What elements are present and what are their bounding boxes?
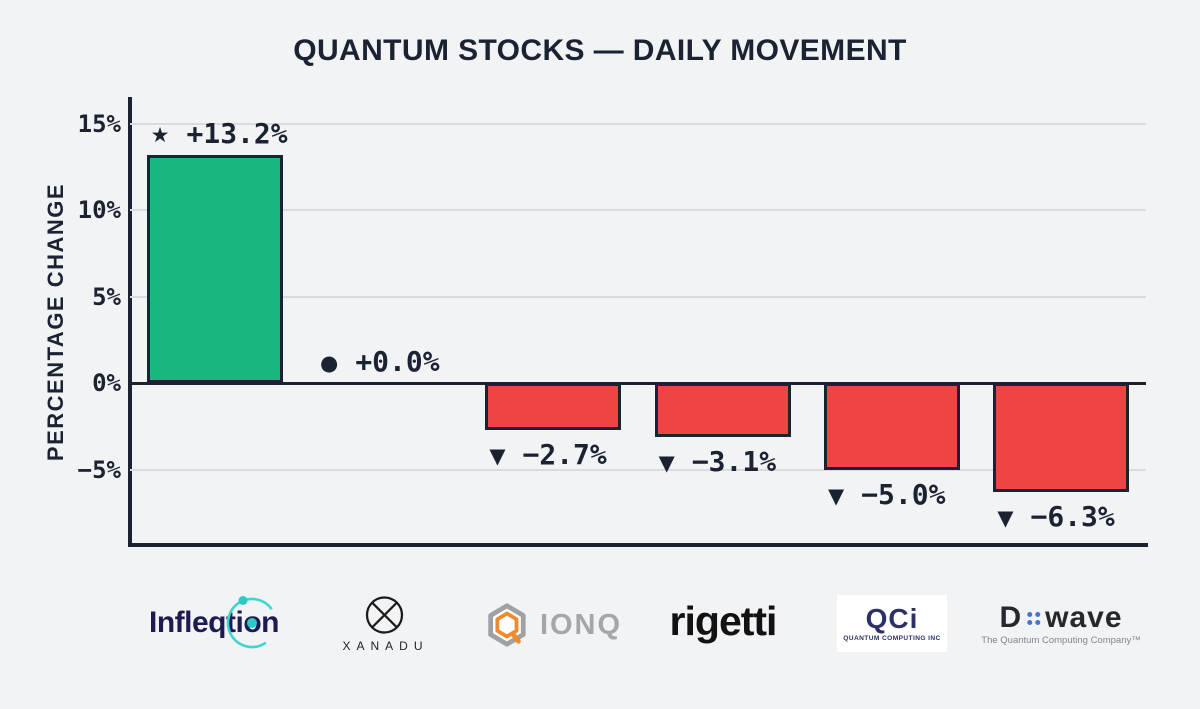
value-text: −6.3% xyxy=(1030,499,1115,533)
y-tick-10pct: 10% xyxy=(77,196,121,224)
dot-icon: ● xyxy=(320,351,339,375)
y-tick-15pct: 15% xyxy=(77,109,121,138)
ionq-hexagon-icon xyxy=(488,603,526,647)
bar-qci xyxy=(824,383,960,470)
gridline-5pct xyxy=(130,295,1146,298)
infleqtion-text-1: Infleqti xyxy=(149,606,244,639)
bar-infleqtion xyxy=(146,154,283,383)
infleqtion-o: o xyxy=(227,596,278,649)
rigetti-logo: rigetti xyxy=(669,598,778,645)
qci-wordmark: QCi xyxy=(865,603,919,634)
value-text: +0.0% xyxy=(355,345,440,378)
bar-d-wave xyxy=(993,383,1130,492)
value-label-qci: ▼ −5.0% xyxy=(828,478,945,512)
infleqtion-text-3: n xyxy=(261,606,279,639)
gridline--5pct xyxy=(130,468,1146,471)
triangle-down-icon: ▼ xyxy=(997,505,1014,530)
y-tick-0pct: 0% xyxy=(92,369,121,397)
value-label-rigetti: ▼ −3.1% xyxy=(659,445,776,479)
triangle-down-icon: ▼ xyxy=(489,443,506,468)
dwave-text-wave: wave xyxy=(1045,601,1123,634)
rigetti-wordmark: rigetti xyxy=(669,598,778,644)
value-label-ionq: ▼ −2.7% xyxy=(489,438,606,472)
value-text: −3.1% xyxy=(691,444,777,478)
chart-title: QUANTUM STOCKS — DAILY MOVEMENT xyxy=(293,34,907,67)
value-text: −5.0% xyxy=(861,477,946,511)
infleqtion-wordmark: Infleqtio n xyxy=(149,596,279,649)
dwave-tagline: The Quantum Computing Company™ xyxy=(981,635,1141,646)
ionq-wordmark: IONQ xyxy=(539,608,623,641)
triangle-down-icon: ▼ xyxy=(828,483,845,508)
dwave-wordmark: D wave xyxy=(999,603,1122,633)
qci-logo: QCi QUANTUM COMPUTING INC xyxy=(837,595,947,652)
value-text: −2.7% xyxy=(522,437,607,471)
value-label-infleqtion: ★ +13.2% xyxy=(151,117,288,151)
value-label-d-wave: ▼ −6.3% xyxy=(997,500,1114,534)
xanadu-wordmark: XANADU xyxy=(342,639,429,653)
y-tick-5pct: 5% xyxy=(92,282,121,311)
dwave-logo: D wave The Quantum Computing Company™ xyxy=(981,603,1141,647)
xanadu-circle-x-icon xyxy=(365,596,403,634)
infleqtion-text-2: o xyxy=(243,606,262,639)
ionq-logo: IONQ xyxy=(484,602,622,648)
gridline-10pct xyxy=(130,209,1146,211)
y-axis-line xyxy=(128,97,132,547)
value-text: +13.2% xyxy=(186,116,288,150)
dwave-dots-icon xyxy=(1027,611,1041,625)
infleqtion-logo: Infleqtio n xyxy=(149,596,279,649)
bar-rigetti xyxy=(654,383,791,437)
star-icon: ★ xyxy=(150,122,170,147)
dwave-text-d: D xyxy=(999,601,1023,634)
xanadu-logo: XANADU xyxy=(339,594,428,653)
qci-subtext: QUANTUM COMPUTING INC xyxy=(843,635,941,642)
bar-ionq xyxy=(485,383,622,430)
y-tick--5pct: −5% xyxy=(77,455,121,484)
gridline-15pct xyxy=(130,122,1146,125)
triangle-down-icon: ▼ xyxy=(658,450,675,475)
value-label-xanadu: ● +0.0% xyxy=(320,345,440,379)
x-axis-line xyxy=(128,543,1148,547)
zero-line xyxy=(130,381,1146,385)
